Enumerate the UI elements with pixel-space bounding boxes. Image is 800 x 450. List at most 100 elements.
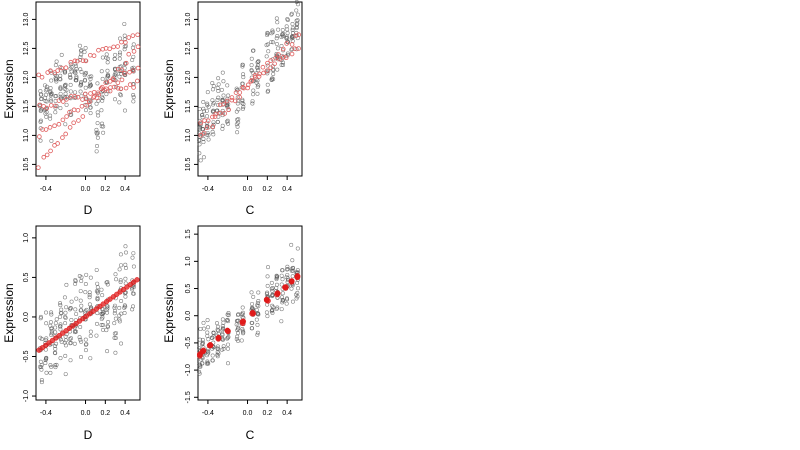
data-point: [54, 79, 59, 84]
data-point: [235, 124, 240, 129]
data-point: [226, 342, 231, 347]
data-point: [206, 132, 211, 137]
data-point: [53, 363, 58, 368]
data-point: [216, 82, 221, 87]
y-tick-label: 0.0: [23, 312, 30, 322]
data-point: [78, 289, 83, 294]
data-point: [57, 76, 62, 81]
data-point: [68, 112, 73, 117]
data-point: [270, 288, 275, 293]
data-point: [95, 144, 100, 149]
data-point: [241, 105, 246, 110]
data-point: [131, 264, 136, 269]
fitted-point: [48, 148, 53, 154]
data-point: [78, 89, 83, 94]
data-point: [79, 355, 84, 360]
data-point: [216, 95, 221, 100]
data-point: [95, 295, 100, 300]
data-point: [88, 356, 93, 361]
fitted-point: [240, 85, 246, 90]
data-point: [255, 66, 260, 71]
data-point: [68, 62, 73, 67]
fitted-point: [268, 65, 273, 71]
data-point: [105, 324, 110, 329]
fitted-point: [67, 125, 73, 130]
data-point: [88, 329, 93, 334]
data-point: [224, 318, 229, 323]
data-point: [39, 367, 44, 372]
data-point: [295, 246, 300, 251]
data-point: [235, 130, 240, 135]
data-point: [216, 89, 221, 94]
data-point: [118, 36, 123, 41]
data-point: [73, 61, 78, 66]
data-point: [251, 294, 256, 299]
data-point: [249, 68, 254, 73]
data-point: [276, 57, 281, 62]
data-point: [215, 97, 220, 102]
data-point: [106, 324, 111, 329]
data-point: [104, 328, 109, 333]
fitted-point: [261, 70, 266, 76]
data-point: [82, 50, 87, 55]
fitted-point: [215, 334, 222, 341]
data-point: [215, 102, 220, 107]
x-tick-label: -0.4: [40, 410, 52, 417]
data-point: [270, 40, 275, 45]
data-point: [112, 321, 117, 326]
data-point: [226, 121, 231, 126]
fitted-point: [252, 73, 258, 78]
data-point: [269, 280, 274, 285]
fitted-point: [293, 33, 299, 38]
data-point: [117, 317, 122, 322]
fitted-point: [283, 55, 289, 60]
x-tick-label: 0.2: [262, 410, 272, 417]
data-point: [83, 337, 88, 342]
data-point: [225, 312, 230, 317]
fitted-point: [39, 74, 45, 80]
data-point: [269, 31, 274, 36]
data-point: [256, 83, 261, 88]
data-point: [118, 279, 123, 284]
fitted-point: [52, 103, 58, 109]
data-point: [205, 318, 210, 323]
fitted-point: [221, 101, 227, 107]
data-point: [58, 73, 63, 78]
data-point: [79, 48, 84, 53]
data-point: [122, 37, 127, 42]
data-point: [95, 135, 100, 140]
data-point: [99, 108, 104, 113]
data-point: [68, 82, 73, 87]
data-point: [54, 341, 59, 346]
data-point: [235, 334, 240, 339]
fitted-point: [111, 77, 116, 83]
data-point: [74, 296, 79, 301]
data-point: [211, 101, 216, 106]
data-point: [88, 105, 93, 110]
data-point: [204, 108, 209, 113]
data-point: [113, 335, 118, 340]
data-point: [269, 308, 274, 313]
data-point: [72, 68, 77, 73]
x-tick-label: 0.0: [243, 186, 253, 193]
data-point: [200, 337, 205, 342]
x-tick-label: 0.2: [100, 186, 110, 193]
data-point: [78, 67, 83, 72]
data-point: [221, 93, 226, 98]
data-point: [94, 101, 99, 106]
data-point: [118, 252, 123, 257]
y-tick-label: -1.0: [23, 390, 30, 402]
data-point: [49, 312, 54, 317]
data-point: [249, 56, 254, 61]
data-point: [38, 108, 43, 113]
data-point: [73, 329, 78, 334]
data-point: [200, 127, 205, 132]
data-point: [198, 326, 203, 331]
fitted-point: [207, 342, 214, 348]
data-point: [256, 303, 261, 308]
data-point: [38, 316, 43, 321]
fitted-point: [64, 97, 69, 102]
data-point: [264, 54, 269, 59]
data-point: [83, 281, 88, 286]
data-point: [255, 330, 260, 335]
